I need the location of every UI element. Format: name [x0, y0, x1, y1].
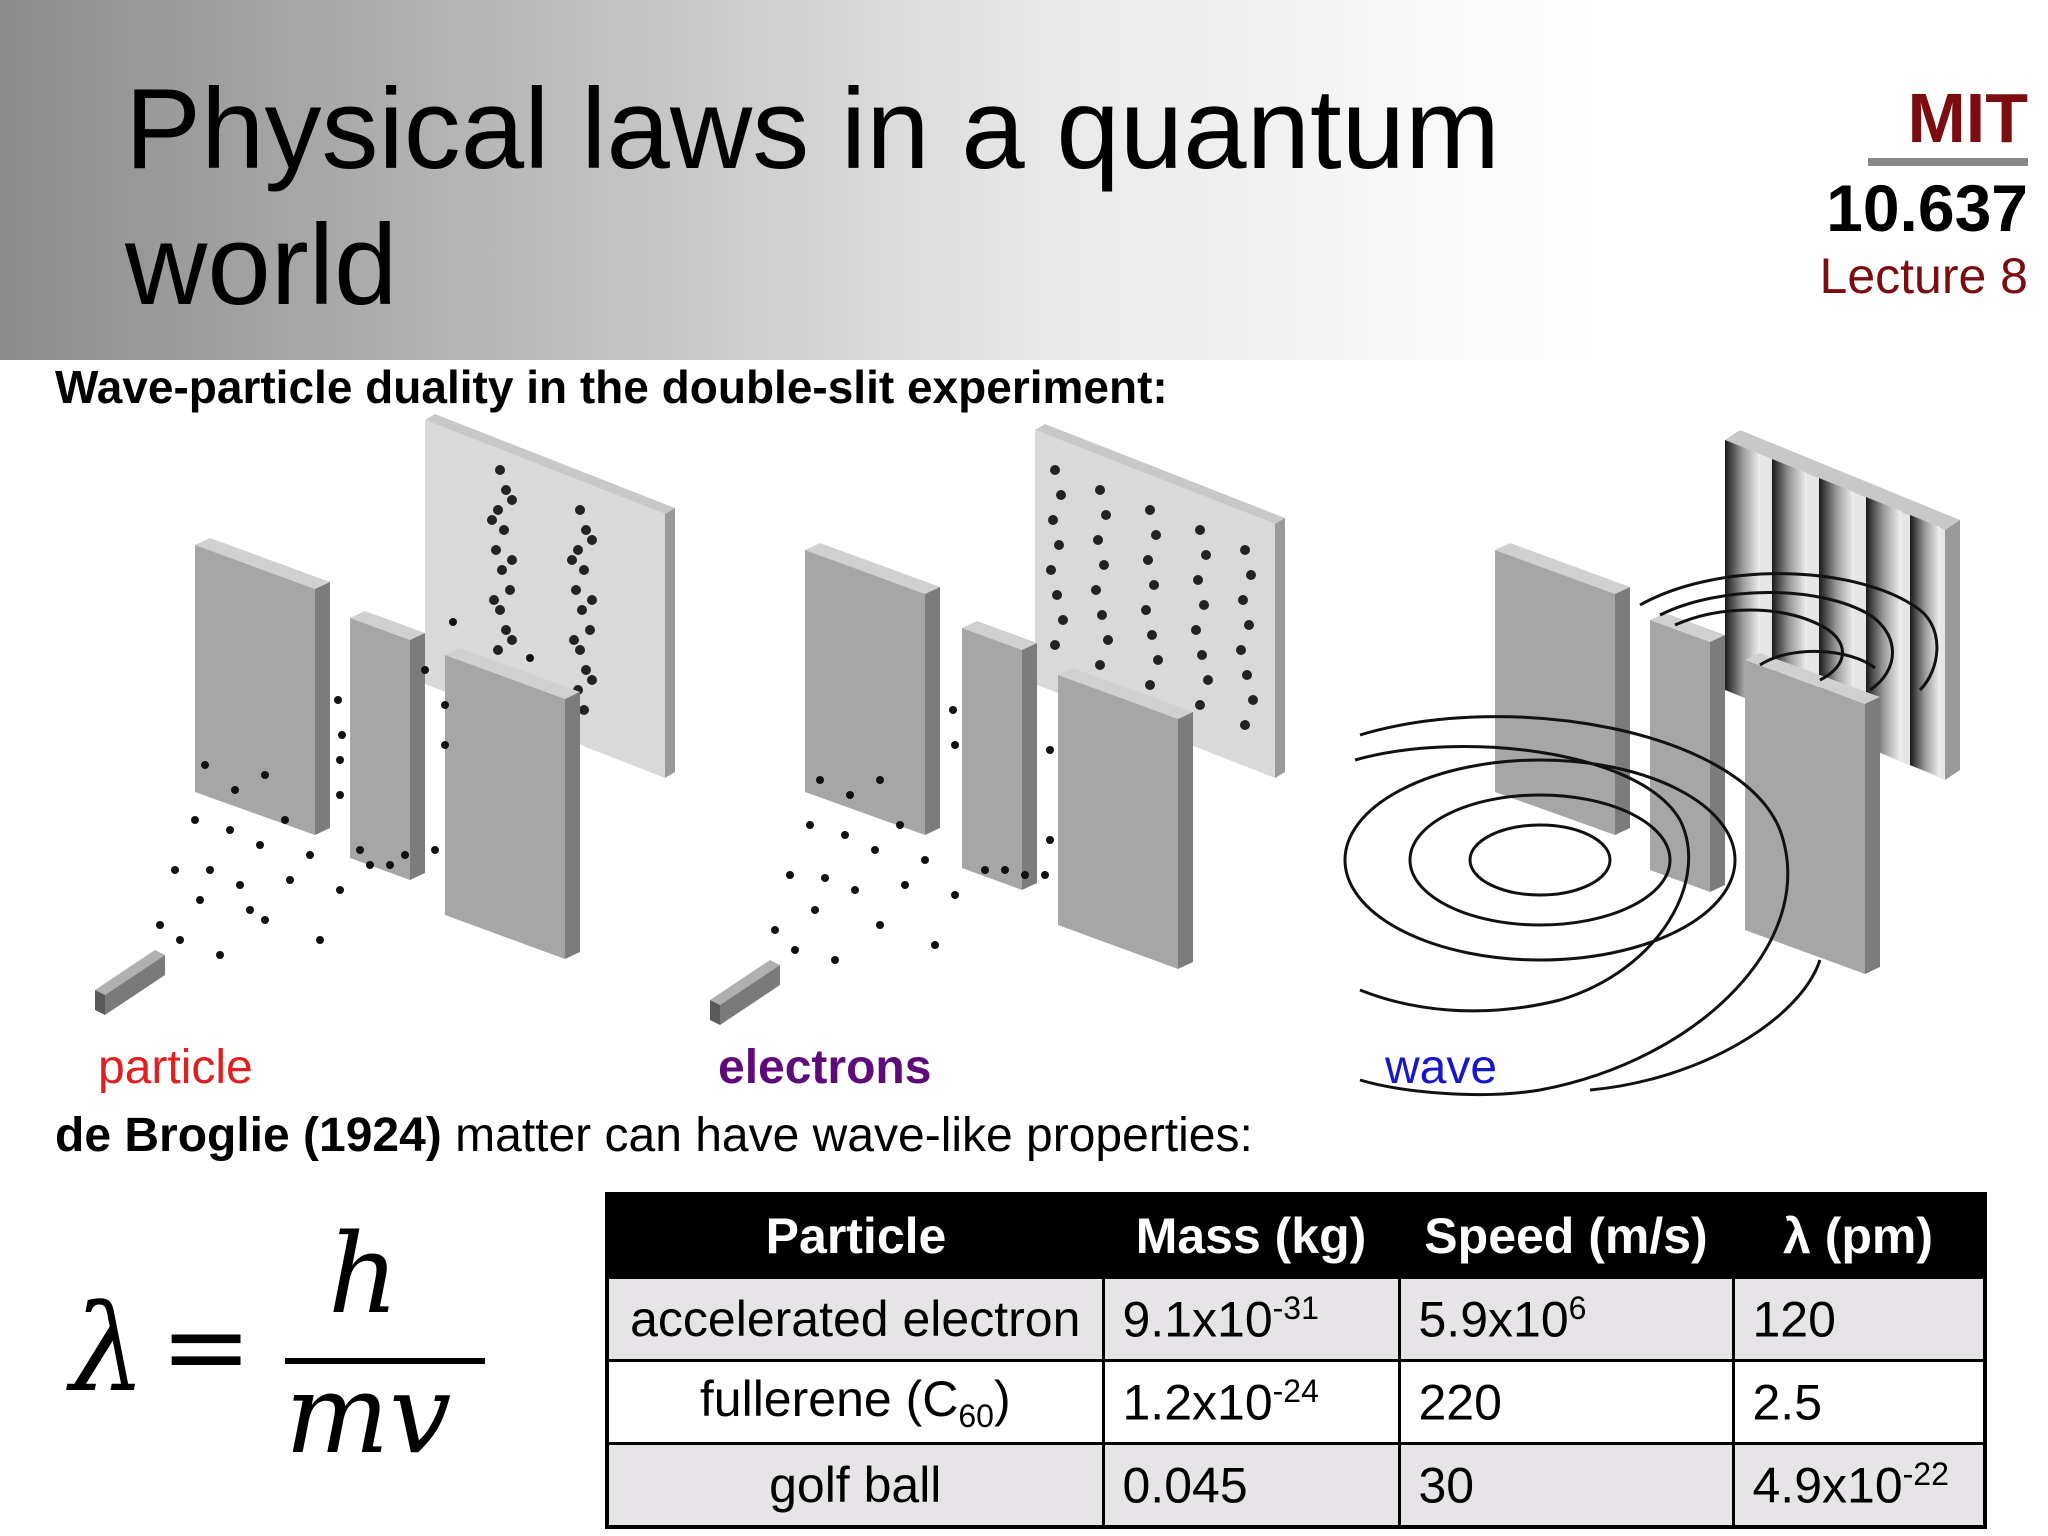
- institution-name: MIT: [1907, 79, 2028, 157]
- header-mass: Mass (kg): [1103, 1194, 1399, 1278]
- particle-label: particle: [98, 1041, 253, 1094]
- formula-numerator: h: [328, 1210, 399, 1338]
- course-badge: MIT 10.637 Lecture 8: [1708, 80, 2028, 306]
- electrons-panel: [710, 424, 1285, 1025]
- cell-speed: 5.9x106: [1397, 1276, 1735, 1362]
- slide-title: Physical laws in a quantum world: [125, 66, 1501, 329]
- wave-label: wave: [1385, 1041, 1498, 1094]
- cell-particle: accelerated electron: [605, 1276, 1105, 1362]
- debroglie-rest: matter can have wave-like properties:: [441, 1109, 1253, 1162]
- wave-panel: [1343, 430, 1960, 1096]
- formula-lambda: λ: [70, 1280, 147, 1419]
- debroglie-statement: de Broglie (1924) matter can have wave-l…: [55, 1108, 1253, 1163]
- cell-mass: 9.1x10-31: [1101, 1276, 1401, 1362]
- cell-particle: golf ball: [605, 1442, 1105, 1529]
- header-speed: Speed (m/s): [1399, 1194, 1733, 1278]
- cell-lambda: 4.9x10-22: [1731, 1442, 1987, 1529]
- section-subtitle: Wave-particle duality in the double-slit…: [55, 361, 1168, 413]
- cell-mass: 0.045: [1101, 1442, 1401, 1529]
- cell-speed: 220: [1397, 1359, 1735, 1445]
- cell-mass: 1.2x10-24: [1101, 1359, 1401, 1445]
- lecture-number: Lecture 8: [1819, 248, 2028, 304]
- electrons-label: electrons: [718, 1041, 932, 1094]
- debroglie-formula: λ = h mv: [60, 1210, 485, 1530]
- course-number: 10.637: [1826, 171, 2028, 245]
- table-header-row: Particle Mass (kg) Speed (m/s) λ (pm): [607, 1194, 1985, 1278]
- formula-fraction-bar: [285, 1358, 485, 1364]
- cell-particle: fullerene (C60): [605, 1359, 1105, 1445]
- cell-lambda: 2.5: [1731, 1359, 1987, 1445]
- double-slit-figure: [95, 414, 1960, 1096]
- institution-rule: [1868, 158, 2028, 166]
- table-row: fullerene (C60) 1.2x10-24 220 2.5: [605, 1359, 1987, 1445]
- cell-lambda: 120: [1731, 1276, 1987, 1362]
- table-row: accelerated electron 9.1x10-31 5.9x106 1…: [605, 1276, 1987, 1362]
- table-row: golf ball 0.045 30 4.9x10-22: [605, 1442, 1987, 1529]
- particle-panel: [95, 414, 675, 1015]
- formula-equals: =: [160, 1282, 253, 1410]
- header-band: [0, 0, 1600, 360]
- formula-denominator: mv: [285, 1350, 452, 1478]
- cell-speed: 30: [1397, 1442, 1735, 1529]
- header-lambda: λ (pm): [1733, 1194, 1985, 1278]
- wavelength-table: Particle Mass (kg) Speed (m/s) λ (pm) ac…: [605, 1192, 1987, 1529]
- header-particle: Particle: [607, 1194, 1103, 1278]
- debroglie-bold: de Broglie (1924): [55, 1109, 442, 1162]
